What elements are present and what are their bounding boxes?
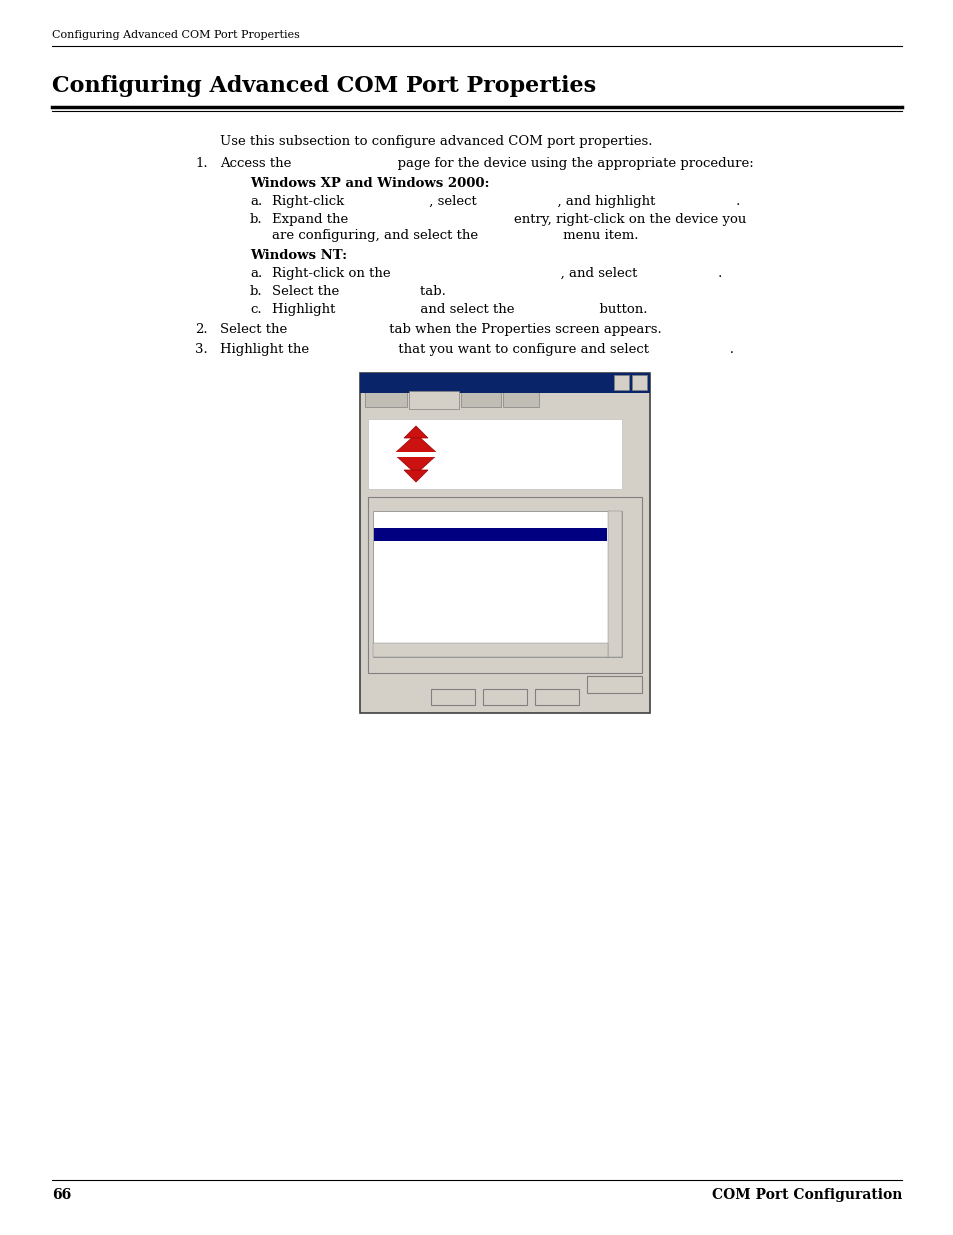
FancyBboxPatch shape <box>368 496 641 673</box>
FancyBboxPatch shape <box>359 373 649 713</box>
Text: COM Port Configuration: COM Port Configuration <box>711 1188 901 1202</box>
Text: COM7: COM7 <box>393 529 419 538</box>
Text: 🔌: 🔌 <box>385 594 388 600</box>
Text: are configuring, and select the                    menu item.: are configuring, and select the menu ite… <box>272 228 638 242</box>
Text: Access the                         page for the device using the appropriate pro: Access the page for the device using the… <box>220 157 753 170</box>
FancyBboxPatch shape <box>607 511 621 657</box>
Polygon shape <box>403 471 428 482</box>
Text: ▼: ▼ <box>612 645 617 651</box>
Text: OK: OK <box>446 692 459 701</box>
Text: ◄: ◄ <box>375 645 380 651</box>
Text: Right-click on the                                        , and select          : Right-click on the , and select <box>272 267 721 280</box>
FancyBboxPatch shape <box>460 389 500 408</box>
Text: Properties: Properties <box>591 679 637 688</box>
Text: 🔌: 🔌 <box>385 580 388 587</box>
FancyBboxPatch shape <box>368 419 621 489</box>
Text: 🔌: 🔌 <box>385 529 388 535</box>
Text: 3.: 3. <box>194 343 208 356</box>
FancyBboxPatch shape <box>365 389 407 408</box>
Polygon shape <box>403 426 428 438</box>
Text: Select the                        tab when the Properties screen appears.: Select the tab when the Properties scree… <box>220 324 661 336</box>
FancyBboxPatch shape <box>374 529 606 541</box>
Text: 1.: 1. <box>194 157 208 170</box>
Text: Configuring Advanced COM Port Properties: Configuring Advanced COM Port Properties <box>52 30 299 40</box>
Text: Windows NT:: Windows NT: <box>250 249 347 262</box>
Text: Cancel: Cancel <box>488 692 521 701</box>
Text: 2.: 2. <box>194 324 208 336</box>
Text: c.: c. <box>250 303 261 316</box>
Text: Right-click                    , select                   , and highlight       : Right-click , select , and highlight <box>272 195 740 207</box>
Text: Configuration: Configuration <box>375 496 441 506</box>
Text: Highlight the                     that you want to configure and select         : Highlight the that you want to configure… <box>220 343 733 356</box>
FancyBboxPatch shape <box>586 676 641 693</box>
Text: b.: b. <box>250 285 262 298</box>
Text: Use this subsection to configure advanced COM port properties.: Use this subsection to configure advance… <box>220 135 652 148</box>
Text: COM10: COM10 <box>393 568 423 577</box>
Text: COM9: COM9 <box>393 555 417 564</box>
Text: Expand the                                       entry, right-click on the devic: Expand the entry, right-click on the dev… <box>272 212 745 226</box>
Text: 🔌: 🔌 <box>385 542 388 547</box>
FancyBboxPatch shape <box>409 391 458 409</box>
Polygon shape <box>394 433 437 474</box>
Text: COM8: COM8 <box>393 542 417 551</box>
Text: a.: a. <box>250 267 262 280</box>
FancyBboxPatch shape <box>394 452 437 457</box>
Text: Highlight                    and select the                    button.: Highlight and select the button. <box>272 303 647 316</box>
Text: Select the                   tab.: Select the tab. <box>272 285 445 298</box>
FancyBboxPatch shape <box>373 643 607 657</box>
FancyBboxPatch shape <box>431 689 475 705</box>
Text: Configuring Advanced COM Port Properties: Configuring Advanced COM Port Properties <box>52 75 596 98</box>
Text: ►: ► <box>603 645 609 651</box>
Text: COM11: COM11 <box>393 580 423 590</box>
Text: Options: Options <box>464 391 497 401</box>
Text: Driver: Driver <box>507 391 534 401</box>
Text: 🔌: 🔌 <box>385 606 388 613</box>
Text: COMTROL: COMTROL <box>443 440 566 459</box>
Text: X: X <box>637 377 641 387</box>
Text: 66: 66 <box>52 1188 71 1202</box>
FancyBboxPatch shape <box>373 511 621 657</box>
Text: Help: Help <box>545 692 568 701</box>
Text: 🔌: 🔌 <box>385 555 388 561</box>
FancyBboxPatch shape <box>631 375 646 390</box>
Text: ▲: ▲ <box>612 513 617 519</box>
Text: 🔌: 🔌 <box>385 568 388 573</box>
Text: COM13: COM13 <box>393 606 423 616</box>
FancyBboxPatch shape <box>482 689 526 705</box>
Text: DeviceMaster Serial Hub 8 Port Properties: DeviceMaster Serial Hub 8 Port Propertie… <box>365 375 566 385</box>
FancyBboxPatch shape <box>502 389 538 408</box>
Text: ⊟  ━  DeviceMaster Serial Hub 8 Pr...: ⊟ ━ DeviceMaster Serial Hub 8 Pr... <box>376 515 515 524</box>
FancyBboxPatch shape <box>535 689 578 705</box>
Text: b.: b. <box>250 212 262 226</box>
FancyBboxPatch shape <box>614 375 628 390</box>
Text: General: General <box>369 391 402 401</box>
Text: a.: a. <box>250 195 262 207</box>
FancyBboxPatch shape <box>359 373 649 393</box>
Text: Windows XP and Windows 2000:: Windows XP and Windows 2000: <box>250 177 489 190</box>
Text: ?: ? <box>618 377 623 387</box>
Text: COM12: COM12 <box>393 594 423 603</box>
Text: Main Setup: Main Setup <box>410 394 457 403</box>
